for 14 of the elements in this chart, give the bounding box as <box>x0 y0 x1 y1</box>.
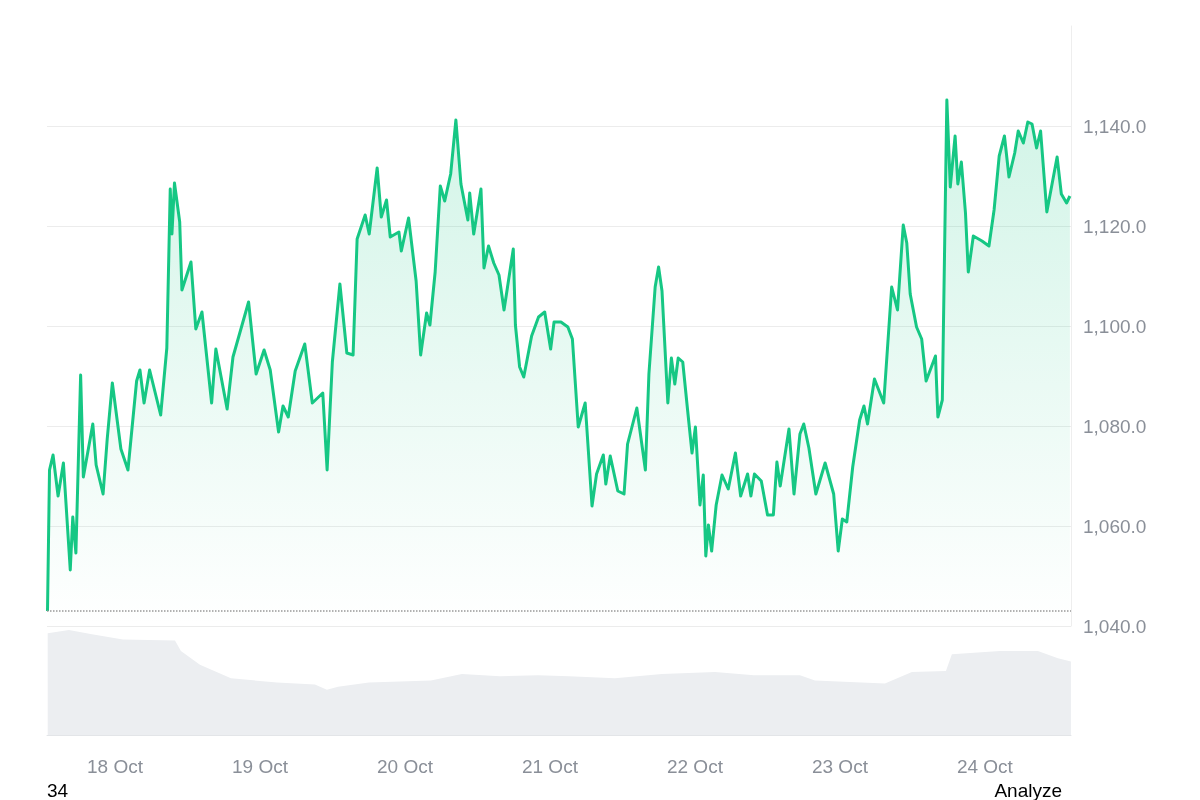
x-tick-label: 24 Oct <box>956 756 1014 777</box>
x-tick-label: 21 Oct <box>521 756 579 777</box>
x-tick-label: 22 Oct <box>666 756 724 777</box>
text: 34 <box>47 780 69 800</box>
y-tick-label: 1,100.0 <box>1083 315 1147 337</box>
x-tick-label: 23 Oct <box>811 756 869 777</box>
x-tick-label: 18 Oct <box>86 756 144 777</box>
y-tick-label: 1,080.0 <box>1083 415 1147 437</box>
x-tick-label: 20 Oct <box>376 756 434 777</box>
y-tick-label: 1,060.0 <box>1083 515 1147 537</box>
y-tick-label: 1,040.0 <box>1083 615 1147 637</box>
x-tick-label: 19 Oct <box>231 756 289 777</box>
y-tick-label: 1,140.0 <box>1083 115 1147 137</box>
y-tick-label: 1,120.0 <box>1083 215 1147 237</box>
